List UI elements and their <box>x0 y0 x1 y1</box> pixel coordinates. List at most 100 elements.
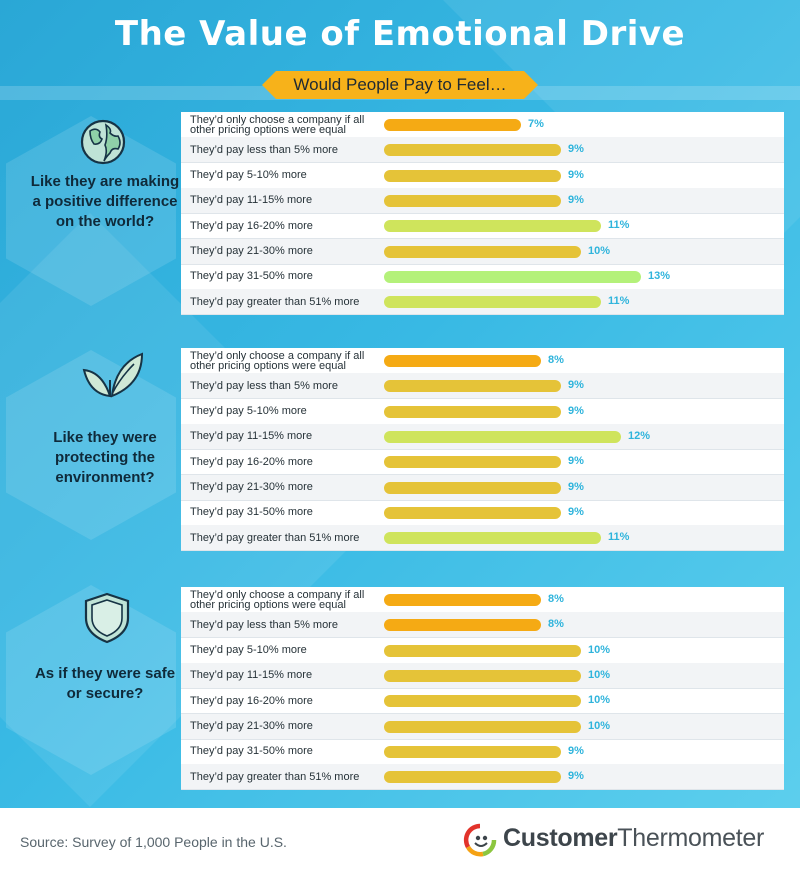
category-label: They’d pay 21-30% more <box>190 720 313 732</box>
bar <box>384 481 561 494</box>
chart-row: They’d pay less than 5% more 8% <box>181 612 784 639</box>
data-label: 9% <box>568 168 584 181</box>
bar <box>384 355 541 367</box>
chart-row: They’d only choose a company if all othe… <box>181 112 784 138</box>
bar <box>384 296 601 309</box>
bar <box>384 745 561 758</box>
data-label: 9% <box>568 505 584 518</box>
category-label: They’d pay 16-20% more <box>190 219 313 232</box>
chart-row: They’d only choose a company if all othe… <box>181 348 784 374</box>
category-label: They’d only choose a company if all othe… <box>190 588 365 611</box>
bar <box>384 594 541 606</box>
page-title: The Value of Emotional Drive <box>114 14 686 54</box>
bar <box>384 619 541 632</box>
bar <box>384 669 581 682</box>
subtitle-banner-bg <box>262 71 538 99</box>
data-label: 9% <box>568 404 584 417</box>
category-label: They’d pay 5-10% more <box>190 405 307 418</box>
brand-name: CustomerThermometer <box>503 824 764 853</box>
chart-row: They’d pay 16-20% more 11% <box>181 213 784 240</box>
chart-row: They’d pay 21-30% more 10% <box>181 238 784 265</box>
chart-row: They’d pay less than 5% more 9% <box>181 137 784 164</box>
chart-row: They’d only choose a company if all othe… <box>181 587 784 613</box>
chart-panel: They’d only choose a company if all othe… <box>181 348 784 552</box>
bar <box>384 380 561 393</box>
chart-row: They’d pay 31-50% more 13% <box>181 264 784 290</box>
footer: Source: Survey of 1,000 People in the U.… <box>0 808 800 873</box>
chart-row: They’d pay 5-10% more 9% <box>181 163 784 189</box>
subtitle: Would People Pay to Feel… <box>293 75 507 94</box>
bar <box>384 456 561 469</box>
category-label: They’d pay 31-50% more <box>190 270 313 283</box>
chart-row: They’d pay greater than 51% more 9% <box>181 764 784 791</box>
category-label: They’d pay greater than 51% more <box>190 295 360 308</box>
bar <box>384 771 561 784</box>
bar <box>384 430 621 443</box>
category-label: They’d only choose a company if all othe… <box>190 349 365 372</box>
category-label: They’d pay 11-15% more <box>190 669 313 682</box>
question-text: Like they are making a positive differen… <box>30 173 180 230</box>
chart-row: They’d pay 21-30% more 10% <box>181 713 784 740</box>
data-label: 8% <box>548 354 564 366</box>
subtitle-banner: Would People Pay to Feel… <box>262 71 538 99</box>
data-label: 8% <box>548 593 564 605</box>
thermometer-logo-icon <box>463 823 497 857</box>
chart-row: They’d pay less than 5% more 9% <box>181 373 784 400</box>
data-label: 8% <box>548 618 564 631</box>
data-label: 10% <box>588 643 611 656</box>
category-label: They’d pay 11-15% more <box>190 194 313 207</box>
data-label: 7% <box>528 118 544 130</box>
shield-icon <box>84 592 130 644</box>
category-label: They’d pay 31-50% more <box>190 506 313 519</box>
bar <box>384 220 601 233</box>
chart-row: They’d pay 11-15% more 12% <box>181 423 784 450</box>
category-label: They’d pay greater than 51% more <box>190 531 360 544</box>
data-label: 9% <box>568 770 584 783</box>
source-note: Source: Survey of 1,000 People in the U.… <box>20 834 287 850</box>
bar <box>384 270 641 283</box>
chart-row: They’d pay greater than 51% more 11% <box>181 289 784 316</box>
data-label: 10% <box>588 244 611 257</box>
chart-row: They’d pay 5-10% more 9% <box>181 399 784 425</box>
chart-row: They’d pay 21-30% more 9% <box>181 474 784 501</box>
data-label: 10% <box>588 668 611 681</box>
data-label: 11% <box>608 531 630 544</box>
data-label: 9% <box>568 455 584 468</box>
bar <box>384 695 581 708</box>
bar <box>384 144 561 157</box>
bar <box>384 245 581 258</box>
data-label: 9% <box>568 143 584 156</box>
chart-row: They’d pay greater than 51% more 11% <box>181 525 784 552</box>
category-label: They’d pay less than 5% more <box>190 379 338 392</box>
data-label: 13% <box>648 269 671 282</box>
category-label: They’d pay 31-50% more <box>190 745 313 758</box>
chart-row: They’d pay 16-20% more 10% <box>181 688 784 715</box>
header: The Value of Emotional Drive Would Peopl… <box>0 0 800 100</box>
category-label: They’d pay 21-30% more <box>190 481 313 493</box>
data-label: 9% <box>568 193 584 206</box>
bar <box>384 644 581 657</box>
question-text: Like they were protecting the environmen… <box>53 429 157 486</box>
category-label: They’d pay greater than 51% more <box>190 770 360 783</box>
category-label: They’d pay less than 5% more <box>190 143 338 156</box>
chart-row: They’d pay 5-10% more 10% <box>181 638 784 664</box>
bar <box>384 532 601 545</box>
leaf-icon <box>82 352 144 398</box>
data-label: 9% <box>568 480 584 493</box>
category-label: They’d pay less than 5% more <box>190 618 338 631</box>
data-label: 10% <box>588 694 611 707</box>
chart-row: They’d pay 11-15% more 9% <box>181 187 784 214</box>
category-label: They’d pay 16-20% more <box>190 694 313 707</box>
brand-part-b: Thermometer <box>617 824 765 852</box>
chart-row: They’d pay 11-15% more 10% <box>181 662 784 689</box>
data-label: 9% <box>568 379 584 392</box>
category-label: They’d pay 21-30% more <box>190 245 313 257</box>
data-label: 9% <box>568 744 584 757</box>
globe-icon <box>80 119 126 165</box>
bar <box>384 405 561 418</box>
bar <box>384 119 521 131</box>
question-text: As if they were safe or secure? <box>34 665 176 702</box>
chart-row: They’d pay 16-20% more 9% <box>181 449 784 476</box>
category-label: They’d pay 5-10% more <box>190 169 307 182</box>
